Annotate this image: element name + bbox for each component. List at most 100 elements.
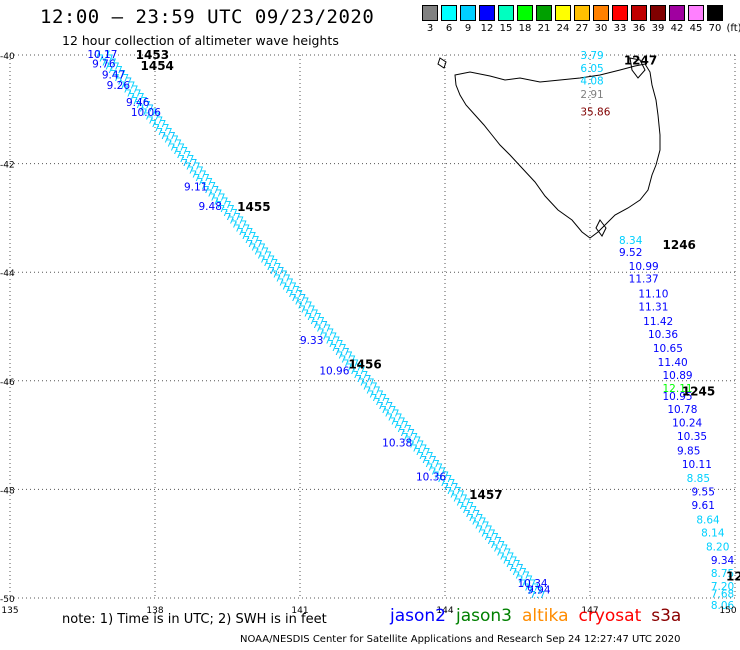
swath-mark: 7.7: [210, 193, 226, 204]
lon-tick-label: 138: [146, 606, 163, 616]
swath-mark: 7.7: [300, 304, 316, 315]
swath-mark: 7.7: [439, 478, 455, 489]
wave-height-label: 9.34: [711, 555, 735, 567]
lon-tick-label: 147: [581, 606, 598, 616]
wave-height-label: 9.11: [184, 181, 207, 193]
swath-mark: 7.7: [293, 297, 309, 308]
swath-mark: 7.7: [163, 135, 179, 146]
wave-height-label: 10.96: [319, 365, 349, 377]
swath-mark: 7.7: [135, 100, 151, 111]
swath-mark: 7.7: [206, 189, 222, 200]
scale-label: 6: [445, 23, 453, 34]
swath-mark: 7.7: [200, 181, 216, 192]
swath-mark: 7.7: [346, 362, 362, 373]
wave-height-label: 11.40: [658, 357, 688, 369]
swath-mark: 7.7: [194, 173, 210, 184]
swath-mark: 7.7: [415, 447, 431, 458]
king-island: [437, 57, 447, 69]
wave-height-label: 7.20: [711, 581, 734, 593]
swath-mark: 7.7: [250, 243, 266, 254]
wave-height-label: 9.46: [126, 97, 150, 109]
pass-time-label: 1245: [682, 385, 715, 399]
swath-mark: 7.7: [520, 578, 536, 589]
wave-height-label: 10.65: [653, 343, 683, 355]
wave-height-label: 9.26: [107, 80, 131, 92]
wave-height-label: 11.31: [638, 301, 668, 313]
swath-mark: 7.7: [514, 571, 530, 582]
swath-mark: 7.7: [331, 343, 347, 354]
wave-height-label: 3.79: [580, 50, 603, 62]
swath-mark: 7.7: [362, 382, 378, 393]
swath-mark: 7.7: [116, 77, 132, 88]
swath-mark: 7.7: [231, 220, 247, 231]
wave-height-label: 11.37: [629, 274, 659, 286]
lon-tick-label: 150: [719, 606, 736, 616]
swath-mark: 7.7: [95, 50, 111, 61]
swath-mark: 7.7: [172, 146, 188, 157]
swath-mark: 7.7: [175, 150, 191, 161]
swath-mark: 7.7: [238, 227, 254, 238]
wave-height-label: 6.05: [580, 63, 603, 75]
swath-mark: 7.7: [306, 312, 322, 323]
swath-mark: 7.7: [281, 281, 297, 292]
wave-height-label: 9.85: [677, 445, 700, 457]
swath-mark: 7.7: [222, 208, 238, 219]
wave-height-label: 9.48: [199, 201, 222, 213]
swath-mark: 7.7: [129, 92, 145, 103]
pass-time-label: 1247: [624, 53, 657, 67]
scale-label: 9: [464, 23, 472, 34]
scale-swatch: [498, 5, 514, 21]
scale-label: 45: [689, 23, 703, 34]
satellite-legend-item: s3a: [651, 606, 682, 626]
swath-mark: 7.7: [359, 378, 375, 389]
swath-mark: 7.7: [126, 88, 142, 99]
wave-height-label: 8.75: [711, 568, 734, 580]
swath-mark: 7.7: [203, 185, 219, 196]
wave-height-label: 10.36: [416, 471, 446, 483]
wave-height-label: 8.06: [711, 600, 735, 612]
swath-mark: 7.7: [424, 459, 440, 470]
satellite-legend-item: cryosat: [578, 606, 642, 626]
swath-mark: 7.7: [368, 389, 384, 400]
swath-mark: 7.7: [188, 165, 204, 176]
swath-mark: 7.7: [104, 61, 120, 72]
scale-swatch: [422, 5, 438, 21]
wave-height-label: 9.61: [692, 500, 715, 512]
wave-height-label: 10.38: [382, 438, 412, 450]
pass-time-label: 1456: [348, 358, 381, 372]
wave-height-label: 8.14: [701, 527, 725, 539]
swath-mark: 7.7: [278, 277, 294, 288]
scale-swatch: [669, 5, 685, 21]
swath-mark: 7.7: [123, 84, 139, 95]
swath-mark: 7.7: [396, 424, 412, 435]
swath-mark: 7.7: [449, 490, 465, 501]
swath-mark: 7.7: [405, 436, 421, 447]
swath-mark: 7.7: [340, 355, 356, 366]
wave-height-label: 7.68: [711, 589, 734, 601]
scale-label: 70: [708, 23, 722, 34]
lat-tick-label: -44: [0, 269, 15, 279]
swath-mark: 7.7: [390, 416, 406, 427]
swath-mark: 7.7: [443, 482, 459, 493]
swath-mark: 7.7: [433, 470, 449, 481]
wave-height-label: 10.17: [87, 49, 117, 61]
swath-mark: 7.7: [272, 270, 288, 281]
footnote: note: 1) Time is in UTC; 2) SWH is in fe…: [62, 612, 327, 627]
lat-tick-label: -40: [0, 52, 15, 62]
swath-mark: 7.7: [464, 509, 480, 520]
swath-mark: 7.7: [160, 131, 176, 142]
swath-mark: 7.7: [502, 555, 518, 566]
swath-mark: 7.7: [309, 316, 325, 327]
swath-mark: 7.7: [259, 254, 275, 265]
swath-mark: 7.7: [349, 366, 365, 377]
swath-mark: 7.7: [216, 200, 232, 211]
wave-height-label: 10.95: [663, 391, 693, 403]
swath-mark: 7.7: [191, 169, 207, 180]
wave-height-label: 9.47: [102, 70, 125, 82]
swath-mark: 7.7: [517, 575, 533, 586]
swath-mark: 7.7: [436, 474, 452, 485]
tasmania-outline: [454, 63, 661, 239]
swath-mark: 7.7: [315, 324, 331, 335]
wave-height-label: 10.99: [629, 261, 659, 273]
wave-height-label: 8.85: [687, 473, 710, 485]
